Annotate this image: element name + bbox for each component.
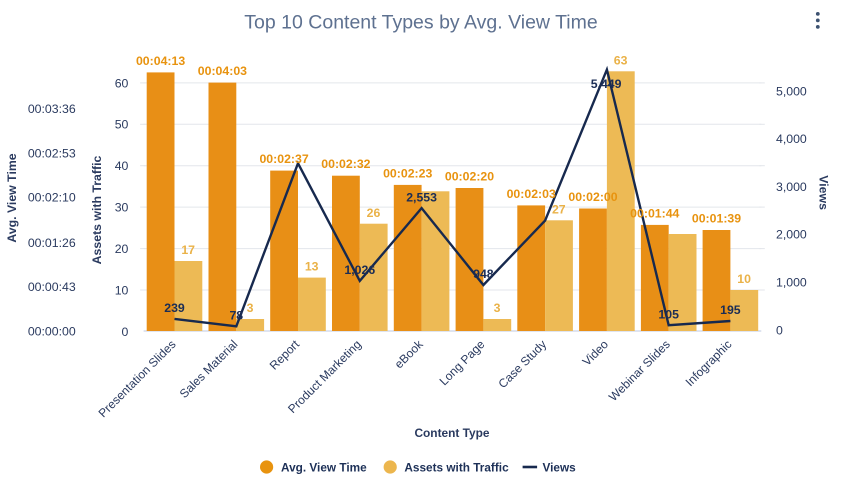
svg-text:0: 0: [122, 325, 129, 339]
svg-text:00:02:03: 00:02:03: [507, 187, 556, 201]
svg-text:17: 17: [181, 243, 195, 257]
svg-text:40: 40: [115, 159, 129, 173]
svg-text:00:02:10: 00:02:10: [28, 191, 76, 205]
svg-text:Content Type: Content Type: [414, 426, 489, 440]
svg-text:26: 26: [367, 206, 381, 220]
svg-text:5,000: 5,000: [776, 84, 807, 98]
svg-text:00:02:32: 00:02:32: [321, 157, 370, 171]
svg-text:2,553: 2,553: [406, 190, 437, 204]
svg-text:27: 27: [552, 202, 566, 216]
svg-text:10: 10: [115, 283, 129, 297]
svg-text:3: 3: [247, 301, 254, 315]
svg-text:00:02:23: 00:02:23: [383, 166, 432, 180]
svg-text:20: 20: [115, 242, 129, 256]
svg-text:00:01:44: 00:01:44: [630, 206, 679, 220]
svg-text:Assets with Traffic: Assets with Traffic: [90, 156, 104, 265]
svg-text:Top 10 Content Types by Avg. V: Top 10 Content Types by Avg. View Time: [244, 12, 597, 34]
svg-text:00:02:20: 00:02:20: [445, 169, 494, 183]
svg-text:00:04:03: 00:04:03: [198, 64, 247, 78]
svg-text:00:00:43: 00:00:43: [28, 280, 76, 294]
svg-text:3: 3: [494, 301, 501, 315]
svg-text:948: 948: [473, 267, 494, 281]
svg-text:00:04:13: 00:04:13: [136, 54, 185, 68]
svg-text:00:01:39: 00:01:39: [692, 211, 741, 225]
svg-text:239: 239: [164, 301, 185, 315]
svg-text:Views: Views: [817, 175, 831, 210]
svg-text:5,449: 5,449: [591, 77, 622, 91]
svg-text:Avg. View Time: Avg. View Time: [5, 153, 19, 242]
svg-text:30: 30: [115, 201, 129, 215]
svg-text:105: 105: [658, 307, 679, 321]
svg-text:00:03:36: 00:03:36: [28, 102, 76, 116]
svg-text:Avg. View Time: Avg. View Time: [281, 461, 367, 475]
svg-text:1,026: 1,026: [344, 263, 375, 277]
svg-text:4,000: 4,000: [776, 132, 807, 146]
svg-text:13: 13: [305, 260, 319, 274]
svg-text:195: 195: [720, 303, 741, 317]
svg-text:00:02:37: 00:02:37: [259, 152, 308, 166]
svg-text:Assets with Traffic: Assets with Traffic: [404, 461, 509, 475]
svg-text:00:02:00: 00:02:00: [568, 190, 617, 204]
svg-text:1,000: 1,000: [776, 276, 807, 290]
svg-text:60: 60: [115, 76, 129, 90]
svg-text:00:01:26: 00:01:26: [28, 236, 76, 250]
svg-text:2,000: 2,000: [776, 228, 807, 242]
svg-text:50: 50: [115, 118, 129, 132]
svg-text:78: 78: [229, 309, 243, 323]
svg-text:63: 63: [614, 53, 628, 67]
svg-text:0: 0: [776, 323, 783, 337]
svg-text:00:00:00: 00:00:00: [28, 324, 76, 338]
svg-text:00:02:53: 00:02:53: [28, 146, 76, 160]
svg-text:Views: Views: [543, 461, 577, 475]
svg-text:10: 10: [737, 272, 751, 286]
svg-text:3,000: 3,000: [776, 180, 807, 194]
